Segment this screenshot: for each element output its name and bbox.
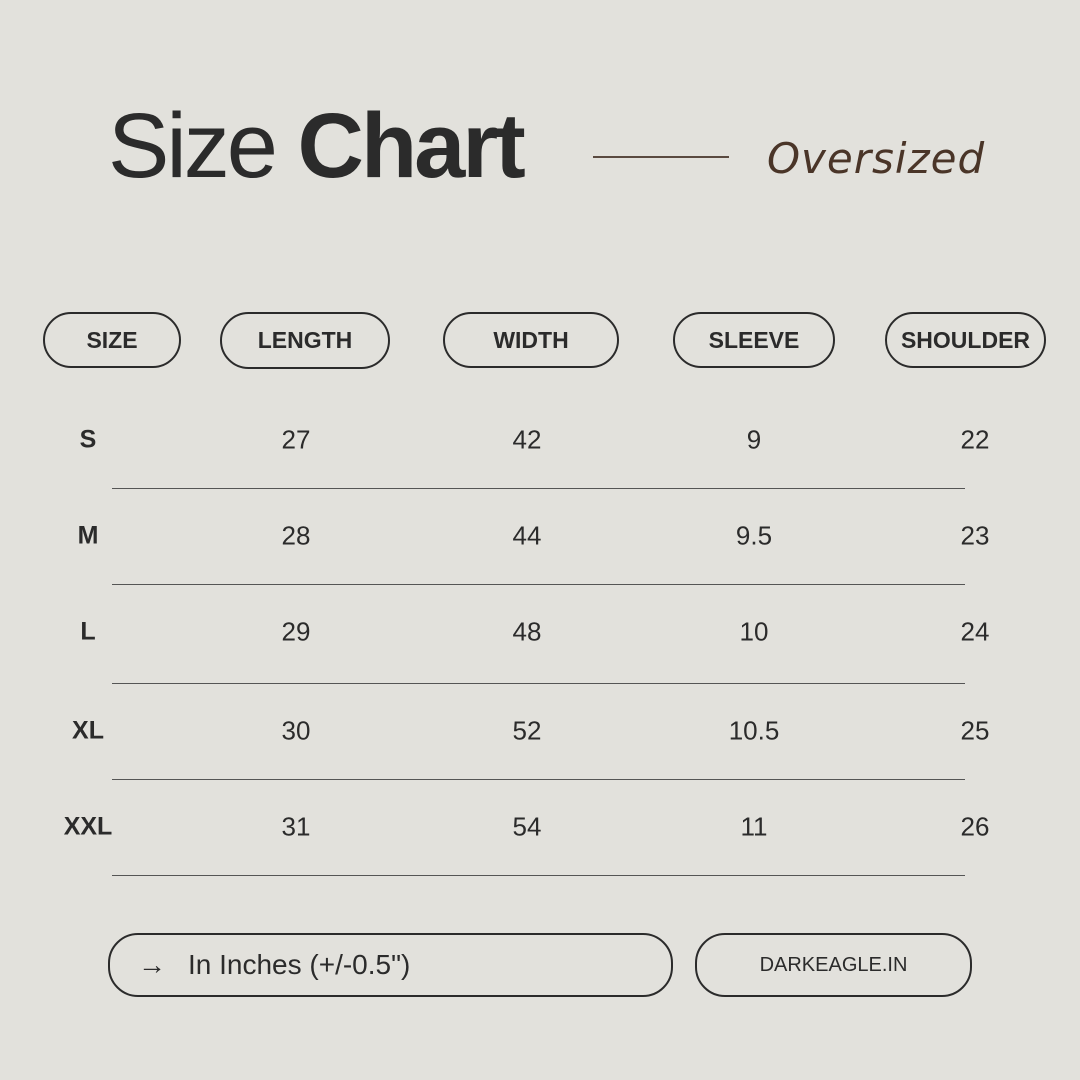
- cell-sleeve: 9.5: [735, 520, 773, 551]
- column-header-shoulder: SHOULDER: [885, 312, 1046, 368]
- cell-length: 29: [281, 616, 311, 647]
- units-note: → In Inches (+/-0.5"): [108, 933, 673, 997]
- title-size: Size: [108, 95, 278, 197]
- cell-length: 28: [281, 520, 311, 551]
- title-chart: Chart: [297, 95, 526, 197]
- column-header-sleeve: SLEEVE: [673, 312, 835, 368]
- column-header-width: WIDTH: [443, 312, 619, 368]
- cell-size: M: [77, 521, 99, 550]
- row-divider: [112, 875, 965, 876]
- cell-width: 48: [512, 616, 542, 647]
- column-header-length: LENGTH: [220, 312, 390, 369]
- column-header-size: SIZE: [43, 312, 181, 368]
- cell-sleeve: 11: [740, 811, 768, 842]
- cell-size: S: [79, 425, 97, 454]
- cell-sleeve: 9: [746, 424, 762, 455]
- cell-shoulder: 25: [960, 715, 990, 746]
- cell-width: 44: [512, 520, 542, 551]
- cell-sleeve: 10.5: [728, 715, 780, 746]
- cell-width: 52: [512, 715, 542, 746]
- cell-length: 31: [281, 811, 311, 842]
- row-divider: [112, 584, 965, 585]
- page-title: Size Chart: [108, 100, 526, 192]
- cell-sleeve: 10: [739, 616, 769, 647]
- cell-width: 42: [512, 424, 542, 455]
- cell-shoulder: 24: [960, 616, 990, 647]
- cell-width: 54: [512, 811, 542, 842]
- fit-subtitle: Oversized: [767, 134, 986, 183]
- cell-length: 30: [281, 715, 311, 746]
- cell-size: L: [80, 617, 96, 646]
- cell-shoulder: 22: [960, 424, 990, 455]
- website-link[interactable]: DARKEAGLE.IN: [695, 933, 972, 997]
- units-note-text: In Inches (+/-0.5"): [188, 949, 411, 980]
- title-divider: [593, 156, 729, 158]
- cell-size: XL: [72, 716, 104, 745]
- row-divider: [112, 779, 965, 780]
- row-divider: [112, 683, 965, 684]
- cell-shoulder: 26: [960, 811, 990, 842]
- arrow-right-icon: →: [138, 949, 166, 980]
- cell-length: 27: [281, 424, 311, 455]
- row-divider: [112, 488, 965, 489]
- cell-shoulder: 23: [960, 520, 990, 551]
- cell-size: XXL: [63, 812, 113, 841]
